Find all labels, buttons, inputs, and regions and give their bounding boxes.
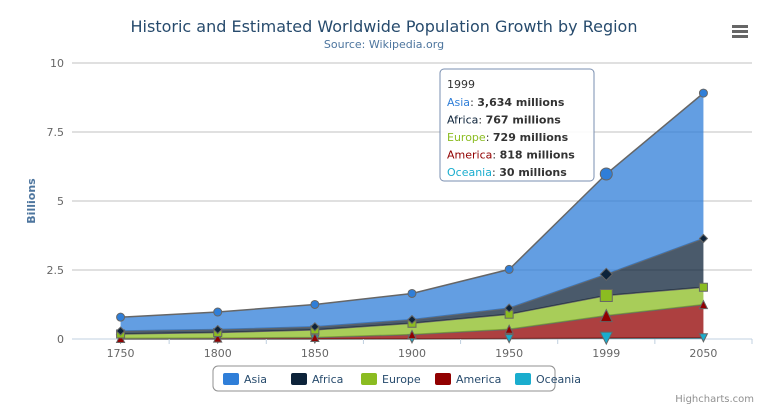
legend-label: Oceania [536,373,581,386]
legend-item-europe[interactable]: Europe [361,373,421,386]
y-axis-label: Billions [25,178,38,224]
data-point-oceania[interactable] [504,334,514,344]
x-tick-label: 1750 [107,347,135,360]
data-point-asia[interactable] [213,307,223,317]
data-point-europe[interactable] [599,288,613,302]
data-point-africa[interactable] [310,322,320,332]
legend-label: Europe [382,373,421,386]
data-point-europe[interactable] [698,282,708,292]
data-point-africa[interactable] [504,303,514,313]
data-point-africa[interactable] [115,326,126,336]
data-point-america[interactable] [504,324,514,334]
legend-swatch [361,373,377,385]
data-point-africa[interactable] [698,233,709,244]
x-tick-label: 1900 [398,347,426,360]
data-point-america[interactable] [407,329,417,340]
data-point-asia[interactable] [116,312,126,322]
y-tick-label: 5 [57,195,64,208]
legend-swatch [223,373,239,385]
x-tick-label: 1999 [592,347,620,360]
legend-item-asia[interactable]: Asia [223,373,267,386]
tooltip-row: Africa: 767 millions [447,114,561,127]
legend-item-oceania[interactable]: Oceania [515,373,581,386]
legend-label: America [456,373,501,386]
data-point-america[interactable] [599,308,614,323]
area-asia[interactable] [120,93,704,332]
data-point-asia[interactable] [599,167,613,181]
data-point-asia[interactable] [504,264,514,274]
data-point-asia[interactable] [310,299,320,309]
data-point-asia[interactable] [698,88,708,98]
legend-swatch [435,373,451,385]
legend-item-africa[interactable]: Africa [291,373,343,386]
data-point-oceania[interactable] [599,331,614,346]
chart-title: Historic and Estimated Worldwide Populat… [131,17,638,36]
data-point-africa[interactable] [213,324,223,335]
legend-item-america[interactable]: America [435,373,501,386]
y-tick-label: 0 [57,333,64,346]
tooltip-header: 1999 [447,78,475,91]
legend-swatch [515,373,531,385]
hamburger-menu-icon[interactable] [728,20,754,42]
tooltip-row: America: 818 millions [447,149,575,162]
legend-swatch [291,373,307,385]
credits-link[interactable]: Highcharts.com [675,394,754,405]
chart-subtitle: Source: Wikipedia.org [324,38,444,51]
data-point-asia[interactable] [407,288,417,298]
x-tick-label: 1800 [204,347,232,360]
area-america[interactable] [120,304,704,339]
data-point-america[interactable] [698,299,709,310]
legend-label: Africa [312,373,343,386]
x-tick-label: 2050 [689,347,717,360]
y-tick-label: 7.5 [47,126,65,139]
area-africa[interactable] [120,238,704,334]
y-tick-label: 10 [50,57,64,70]
tooltip-row: Europe: 729 millions [447,131,569,144]
tooltip: 1999 Asia: 3,634 millions Africa: 767 mill… [439,68,595,182]
y-tick-label: 2.5 [47,264,65,277]
legend-label: Asia [244,373,267,386]
data-point-america[interactable] [310,332,320,342]
data-point-america[interactable] [212,332,223,343]
x-tick-label: 1850 [301,347,329,360]
data-point-oceania[interactable] [698,333,709,343]
x-tick-label: 1950 [495,347,523,360]
data-point-africa[interactable] [407,314,417,325]
data-point-africa[interactable] [599,267,613,282]
tooltip-row: Oceania: 30 millions [447,166,567,179]
tooltip-row: Asia: 3,634 millions [447,96,565,109]
